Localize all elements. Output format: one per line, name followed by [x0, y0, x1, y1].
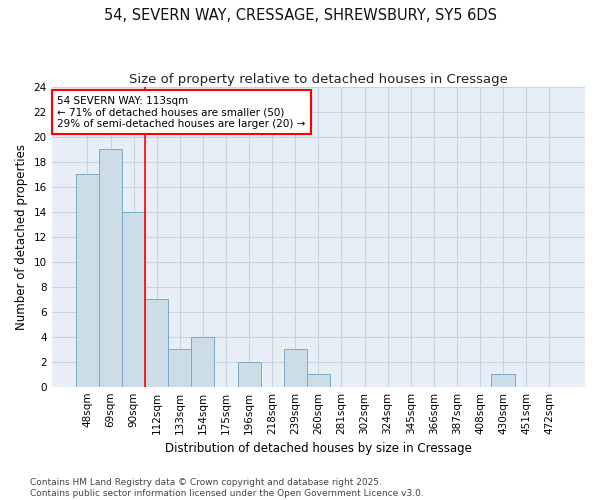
Bar	[191, 336, 214, 386]
Bar	[284, 349, 307, 387]
X-axis label: Distribution of detached houses by size in Cressage: Distribution of detached houses by size …	[165, 442, 472, 455]
Text: 54 SEVERN WAY: 113sqm
← 71% of detached houses are smaller (50)
29% of semi-deta: 54 SEVERN WAY: 113sqm ← 71% of detached …	[57, 96, 305, 129]
Bar	[491, 374, 515, 386]
Text: 54, SEVERN WAY, CRESSAGE, SHREWSBURY, SY5 6DS: 54, SEVERN WAY, CRESSAGE, SHREWSBURY, SY…	[104, 8, 497, 22]
Bar	[76, 174, 99, 386]
Bar	[168, 349, 191, 387]
Text: Contains HM Land Registry data © Crown copyright and database right 2025.
Contai: Contains HM Land Registry data © Crown c…	[30, 478, 424, 498]
Bar	[122, 212, 145, 386]
Bar	[238, 362, 260, 386]
Y-axis label: Number of detached properties: Number of detached properties	[15, 144, 28, 330]
Bar	[307, 374, 330, 386]
Bar	[99, 149, 122, 386]
Title: Size of property relative to detached houses in Cressage: Size of property relative to detached ho…	[129, 72, 508, 86]
Bar	[145, 299, 168, 386]
